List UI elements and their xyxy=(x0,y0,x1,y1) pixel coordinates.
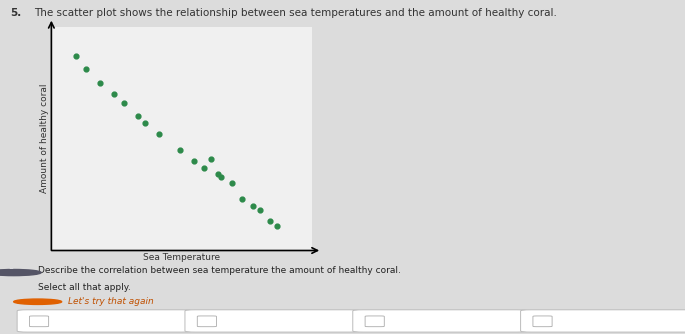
Point xyxy=(237,196,248,202)
Text: Weak: Weak xyxy=(394,316,417,325)
FancyBboxPatch shape xyxy=(353,310,527,332)
Point xyxy=(206,156,216,161)
FancyBboxPatch shape xyxy=(197,316,216,327)
FancyBboxPatch shape xyxy=(185,310,360,332)
Point xyxy=(199,165,210,170)
Point xyxy=(153,132,164,137)
Point xyxy=(188,158,199,164)
Text: ›: › xyxy=(508,316,512,326)
Point xyxy=(108,91,119,97)
Text: Negative: Negative xyxy=(562,316,599,325)
Text: Select all that apply.: Select all that apply. xyxy=(38,283,130,292)
Point xyxy=(140,120,151,126)
Text: 5.: 5. xyxy=(10,8,21,18)
Text: ›: › xyxy=(173,316,177,326)
FancyBboxPatch shape xyxy=(533,316,552,327)
X-axis label: Sea Temperature: Sea Temperature xyxy=(143,253,220,262)
Text: Describe the correlation between sea temperature the amount of healthy coral.: Describe the correlation between sea tem… xyxy=(38,267,401,276)
Text: ✕: ✕ xyxy=(34,297,41,306)
Y-axis label: Amount of healthy coral: Amount of healthy coral xyxy=(40,84,49,193)
FancyBboxPatch shape xyxy=(365,316,384,327)
Point xyxy=(247,203,258,208)
Text: ›: › xyxy=(676,316,680,326)
Point xyxy=(95,80,105,85)
Text: ›: › xyxy=(340,316,345,326)
FancyBboxPatch shape xyxy=(17,310,192,332)
Point xyxy=(271,223,282,228)
Point xyxy=(226,181,237,186)
Point xyxy=(212,172,223,177)
Point xyxy=(81,66,92,72)
Point xyxy=(70,53,81,58)
Circle shape xyxy=(0,270,41,276)
Point xyxy=(216,174,227,179)
Text: Let's try that again: Let's try that again xyxy=(68,297,154,306)
Text: Positive: Positive xyxy=(226,316,259,325)
Point xyxy=(264,219,275,224)
Circle shape xyxy=(14,299,62,304)
Text: Strong: Strong xyxy=(58,316,86,325)
Text: 5a: 5a xyxy=(8,268,19,277)
FancyBboxPatch shape xyxy=(521,310,685,332)
Point xyxy=(174,147,185,152)
Point xyxy=(133,114,144,119)
Point xyxy=(254,207,265,213)
Point xyxy=(119,100,129,106)
Text: The scatter plot shows the relationship between sea temperatures and the amount : The scatter plot shows the relationship … xyxy=(34,8,557,18)
FancyBboxPatch shape xyxy=(29,316,49,327)
